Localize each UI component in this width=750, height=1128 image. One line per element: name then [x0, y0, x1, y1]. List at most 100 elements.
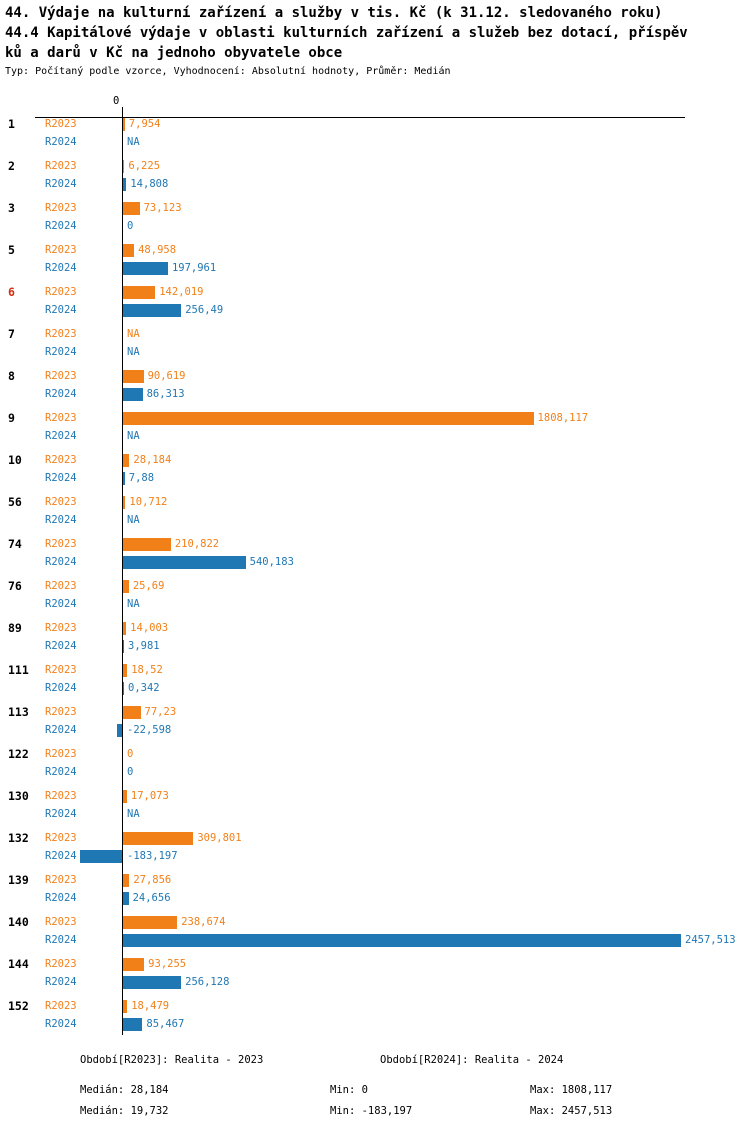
series-label-r2024-122: R2024: [45, 766, 77, 778]
bar-r2023-5: [123, 244, 135, 257]
category-label-144: 144: [8, 957, 29, 971]
value-label-r2023-140: 238,674: [181, 916, 226, 928]
chart-title-line3: ků a darů v Kč na jednoho obyvatele obce: [5, 45, 343, 61]
series-label-r2024-139: R2024: [45, 892, 77, 904]
category-label-10: 10: [8, 453, 22, 467]
axis-zero-line: [122, 107, 123, 1035]
bar-r2024-132: [80, 850, 122, 863]
series-label-r2023-132: R2023: [45, 832, 77, 844]
series-label-r2024-74: R2024: [45, 556, 77, 568]
bar-r2024-10: [123, 472, 125, 485]
series-label-r2023-2: R2023: [45, 160, 77, 172]
series-label-r2023-6: R2023: [45, 286, 77, 298]
value-label-r2023-76: 25,69: [132, 580, 165, 592]
series-label-r2024-1: R2024: [45, 136, 77, 148]
series-label-r2024-10: R2024: [45, 472, 77, 484]
value-label-r2024-74: 540,183: [249, 556, 294, 568]
value-label-r2024-10: 7,88: [128, 472, 155, 484]
category-label-122: 122: [8, 747, 29, 761]
series-label-r2023-7: R2023: [45, 328, 77, 340]
series-label-r2024-8: R2024: [45, 388, 77, 400]
value-label-r2024-130: NA: [127, 808, 140, 820]
bar-r2024-2: [123, 178, 127, 191]
category-label-56: 56: [8, 495, 22, 509]
value-label-r2023-111: 18,52: [131, 664, 163, 676]
value-label-r2023-152: 18,479: [131, 1000, 170, 1012]
series-label-r2024-132: R2024: [45, 850, 77, 862]
series-label-r2023-144: R2023: [45, 958, 77, 970]
category-label-74: 74: [8, 537, 22, 551]
bar-r2024-89: [123, 640, 124, 653]
series-label-r2023-152: R2023: [45, 1000, 77, 1012]
value-label-r2023-5: 48,958: [138, 244, 177, 256]
value-label-r2024-56: NA: [127, 514, 140, 526]
value-label-r2023-8: 90,619: [147, 370, 186, 382]
value-label-r2024-5: 197,961: [171, 262, 217, 274]
axis-zero-label: 0: [113, 95, 120, 107]
bar-r2023-130: [123, 790, 127, 803]
value-label-r2023-89: 14,003: [130, 622, 169, 634]
series-label-r2024-56: R2024: [45, 514, 77, 526]
series-label-r2024-6: R2024: [45, 304, 77, 316]
category-label-2: 2: [8, 159, 15, 173]
series-label-r2023-89: R2023: [45, 622, 77, 634]
series-label-r2024-5: R2024: [45, 262, 77, 274]
series-label-r2023-139: R2023: [45, 874, 77, 886]
value-label-r2023-56: 10,712: [129, 496, 168, 508]
value-label-r2023-144: 93,255: [148, 958, 187, 970]
bar-r2024-139: [123, 892, 129, 905]
bar-r2024-74: [123, 556, 246, 569]
series-label-r2024-130: R2024: [45, 808, 77, 820]
axis-top-line: [35, 117, 685, 118]
chart-title-line2: 44.4 Kapitálové výdaje v oblasti kulturn…: [5, 25, 688, 41]
bar-r2023-1: [123, 118, 125, 131]
legend-r2024: Období[R2024]: Realita - 2024: [380, 1054, 564, 1066]
bar-r2024-6: [123, 304, 182, 317]
series-label-r2024-76: R2024: [45, 598, 77, 610]
category-label-76: 76: [8, 579, 22, 593]
value-label-r2023-132: 309,801: [197, 832, 242, 844]
series-label-r2024-113: R2024: [45, 724, 77, 736]
series-label-r2023-5: R2023: [45, 244, 77, 256]
category-label-7: 7: [8, 327, 15, 341]
chart-subtitle: Typ: Počítaný podle vzorce, Vyhodnocení:…: [5, 66, 451, 77]
series-label-r2024-152: R2024: [45, 1018, 77, 1030]
series-label-r2023-74: R2023: [45, 538, 77, 550]
series-label-r2024-140: R2024: [45, 934, 77, 946]
value-label-r2024-152: 85,467: [146, 1018, 185, 1030]
category-label-130: 130: [8, 789, 29, 803]
bar-r2023-2: [123, 160, 125, 173]
value-label-r2023-1: 7,954: [128, 118, 161, 130]
series-label-r2023-113: R2023: [45, 706, 77, 718]
value-label-r2024-7: NA: [127, 346, 140, 358]
value-label-r2024-6: 256,49: [185, 304, 224, 316]
stat-min-r2024: Min: -183,197: [330, 1105, 413, 1117]
value-label-r2024-76: NA: [127, 598, 140, 610]
category-label-139: 139: [8, 873, 29, 887]
stat-median-r2023: Medián: 28,184: [80, 1084, 169, 1096]
bar-r2023-56: [123, 496, 126, 509]
bar-r2023-9: [123, 412, 534, 425]
bar-r2023-6: [123, 286, 156, 299]
value-label-r2024-89: 3,981: [128, 640, 160, 652]
bar-r2023-89: [123, 622, 127, 635]
value-label-r2024-140: 2457,513: [685, 934, 736, 946]
value-label-r2023-139: 27,856: [133, 874, 172, 886]
value-label-r2024-3: 0: [127, 220, 134, 232]
series-label-r2024-89: R2024: [45, 640, 77, 652]
value-label-r2024-113: -22,598: [127, 724, 172, 736]
bar-r2023-140: [123, 916, 178, 929]
series-label-r2024-144: R2024: [45, 976, 77, 988]
bar-r2023-144: [123, 958, 145, 971]
series-label-r2024-9: R2024: [45, 430, 77, 442]
bar-r2023-152: [123, 1000, 128, 1013]
value-label-r2023-113: 77,23: [144, 706, 177, 718]
series-label-r2023-140: R2023: [45, 916, 77, 928]
value-label-r2023-2: 6,225: [128, 160, 161, 172]
category-label-5: 5: [8, 243, 15, 257]
bar-r2024-113: [116, 724, 122, 737]
value-label-r2023-3: 73,123: [143, 202, 182, 214]
bar-r2024-8: [123, 388, 143, 401]
bar-r2024-144: [123, 976, 182, 989]
category-label-8: 8: [8, 369, 15, 383]
